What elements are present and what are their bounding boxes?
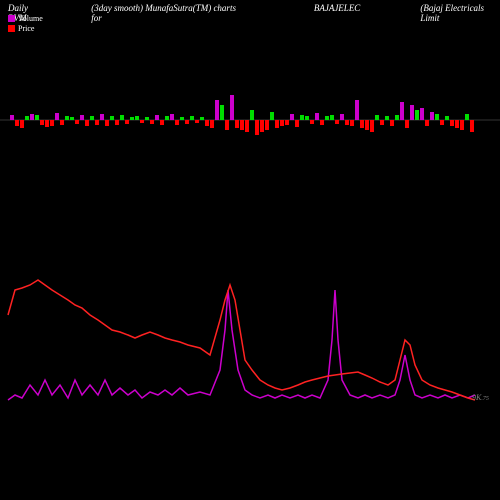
annotation-sub: .75 [481, 396, 489, 402]
chart-canvas [0, 0, 500, 500]
annotation-main: 9K [472, 393, 481, 402]
price-annotation: 9K.75 [472, 393, 489, 402]
